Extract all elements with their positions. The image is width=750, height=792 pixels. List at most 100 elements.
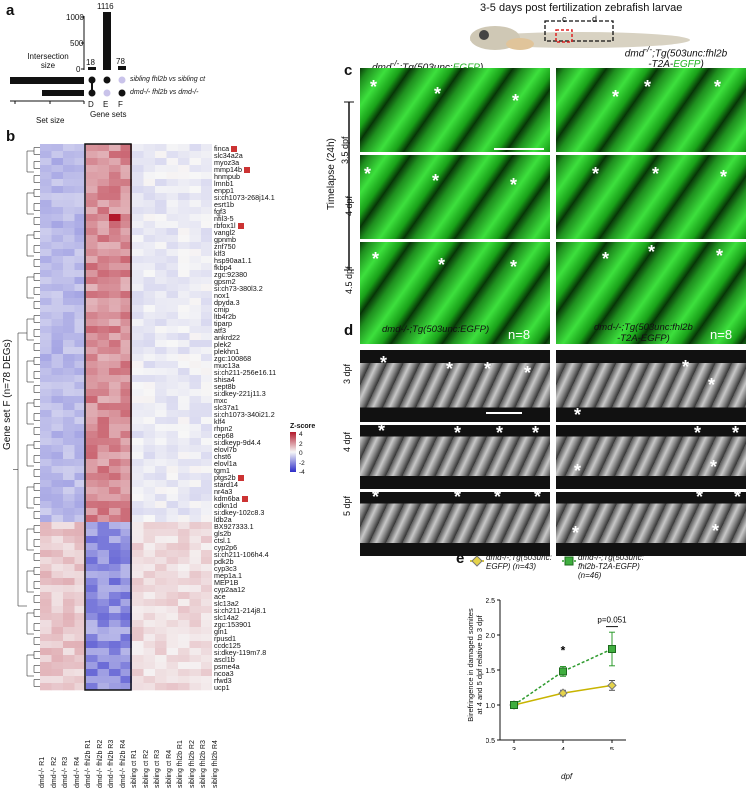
heatmap-cell [189, 312, 202, 320]
heatmap-cell [132, 578, 144, 586]
heatmap-cell [178, 284, 190, 292]
heatmap-cell [86, 263, 98, 271]
data-point [559, 667, 567, 676]
heatmap-cell [51, 179, 64, 187]
heatmap-cell [201, 347, 212, 355]
heatmap-cell [178, 585, 190, 593]
gene-label: cyp3c3 [214, 564, 237, 573]
heatmap-cell [86, 158, 98, 166]
heatmap-cell [86, 200, 98, 208]
heatmap-cell [132, 172, 144, 180]
heatmap-cell [109, 186, 121, 194]
heatmap-cell [166, 641, 179, 649]
heatmap-cell [86, 249, 98, 257]
heatmap-cell [143, 410, 156, 418]
heatmap-cell [86, 431, 98, 439]
heatmap-cell [51, 557, 64, 565]
damage-asterisk: * [380, 353, 388, 373]
heatmap-cell [109, 417, 121, 425]
heatmap-cell [143, 634, 156, 642]
heatmap-cell [40, 438, 52, 446]
heatmap-cell [120, 207, 133, 215]
heatmap-cell [155, 571, 167, 579]
heatmap-cell [86, 305, 98, 313]
heatmap-cell [51, 522, 64, 530]
heatmap-cell [132, 592, 144, 600]
heatmap-cell [97, 683, 110, 691]
heatmap-cell [189, 319, 202, 327]
heatmap-cell [40, 291, 52, 299]
heatmap-cell [178, 291, 190, 299]
heatmap-cell [201, 487, 212, 495]
heatmap-cell [86, 459, 98, 467]
heatmap-cell [63, 550, 75, 558]
heatmap-cell [132, 158, 144, 166]
damage-asterisk: * [592, 164, 600, 184]
heatmap-cell [120, 417, 133, 425]
heatmap-cell [109, 382, 121, 390]
highlight-box [84, 143, 132, 691]
heatmap-cell [132, 445, 144, 453]
gene-label: cyp2p6 [214, 543, 238, 552]
heatmap-cell [178, 606, 190, 614]
heatmap-cell [97, 620, 110, 628]
heatmap-cell [63, 186, 75, 194]
marked-gene-square [241, 496, 248, 503]
heatmap-cell [97, 508, 110, 516]
heatmap-cell [132, 620, 144, 628]
gene-label: cdkn1d [214, 501, 238, 510]
heatmap-cell [166, 214, 179, 222]
heatmap-cell [51, 599, 64, 607]
heatmap-cell [178, 424, 190, 432]
heatmap-cell [166, 256, 179, 264]
heatmap-cell [132, 165, 144, 173]
upset-svg [10, 12, 126, 104]
heatmap-cell [51, 627, 64, 635]
heatmap-cell [132, 389, 144, 397]
heatmap-cell [155, 298, 167, 306]
heatmap-cell [109, 221, 121, 229]
heatmap-cell [40, 669, 52, 677]
heatmap-cell [63, 641, 75, 649]
heatmap-cell [109, 445, 121, 453]
heatmap-cell [189, 235, 202, 243]
c-n-left: n=8 [508, 327, 531, 342]
damage-asterisk: * [612, 87, 620, 107]
heatmap-cell [97, 522, 110, 530]
heatmap-cell [63, 298, 75, 306]
birefringence-image-tile [556, 350, 746, 422]
heatmap-cell [201, 410, 212, 418]
heatmap-cell [143, 186, 156, 194]
gene-label: stard14 [214, 480, 238, 489]
heatmap-cell [86, 424, 98, 432]
heatmap-cell [63, 368, 75, 376]
heatmap-cell [109, 305, 121, 313]
heatmap-cell [51, 452, 64, 460]
heatmap-cell [155, 578, 167, 586]
heatmap-cell [40, 186, 52, 194]
heatmap-cell [189, 438, 202, 446]
panel-label-d: d [344, 322, 354, 339]
heatmap-cell [63, 347, 75, 355]
heatmap-cell [51, 207, 64, 215]
heatmap-cell [189, 333, 202, 341]
heatmap-cell [120, 599, 133, 607]
upset-bar-e [103, 12, 111, 70]
heatmap-cell [74, 319, 87, 327]
x-tick-label: 4 [561, 745, 565, 750]
damage-asterisk: * [512, 91, 520, 111]
gene-label: si:dkey-102c8.3 [214, 508, 265, 517]
heatmap-cell [51, 368, 64, 376]
heatmap-cell [132, 235, 144, 243]
heatmap-cell [120, 606, 133, 614]
heatmap-cell [201, 508, 212, 516]
heatmap-cell [97, 340, 110, 348]
heatmap-cell [178, 389, 190, 397]
scale-bar [494, 148, 544, 150]
heatmap-cell [143, 417, 156, 425]
heatmap-cell [40, 578, 52, 586]
heatmap-cell [201, 669, 212, 677]
heatmap-cell [51, 571, 64, 579]
heatmap-cell [63, 592, 75, 600]
heatmap-cell [97, 382, 110, 390]
